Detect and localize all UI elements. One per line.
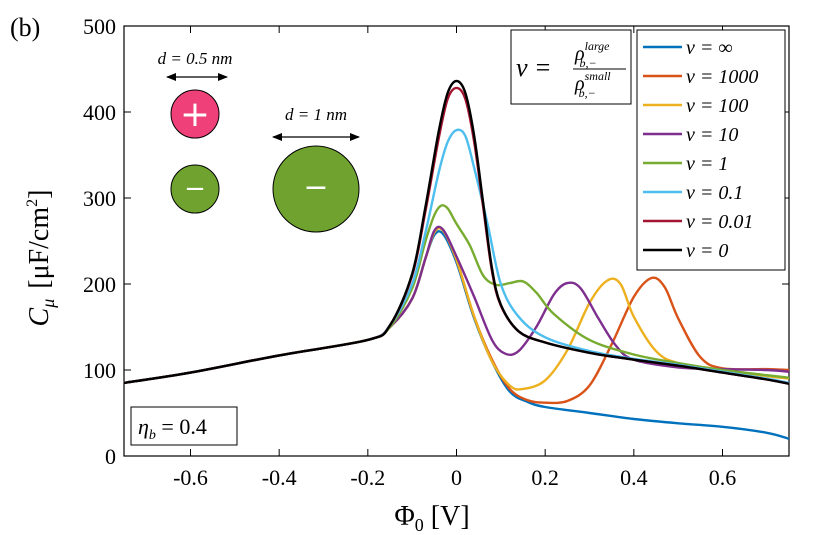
y-tick-label: 100 (83, 358, 116, 383)
y-tick-label: 0 (105, 444, 116, 469)
d-small-label: d = 0.5 nm (158, 49, 233, 68)
formula-numerator: ρlarge b,− (574, 39, 610, 70)
eta-label: ηb = 0.4 (138, 414, 207, 443)
x-axis-ticks: -0.6 -0.4 -0.2 0 0.2 0.4 0.6 (173, 26, 736, 490)
minus-sign-large-icon: − (303, 170, 328, 205)
legend-label: ν = 10 (686, 124, 738, 146)
legend-label: ν = 1000 (686, 66, 758, 88)
legend-box (636, 29, 786, 271)
anion-small (170, 164, 220, 214)
legend-label: ν = 0.1 (686, 182, 743, 204)
x-tick-label: 0.2 (531, 465, 559, 490)
eta-box (130, 406, 238, 446)
y-tick-label: 200 (83, 272, 116, 297)
legend-label: ν = 1 (686, 153, 728, 175)
eta-annotation: ηb = 0.4 (130, 406, 238, 446)
formula-lhs: ν = (516, 53, 552, 82)
x-tick-label: 0 (451, 465, 462, 490)
minus-sign-small-icon: − (184, 174, 206, 204)
cation-small (170, 89, 220, 139)
legend-label: ν = 0.01 (686, 211, 753, 233)
y-axis-ticks: 0 100 200 300 400 500 (83, 14, 789, 469)
formula-denominator: ρsmall b,− (574, 69, 611, 100)
x-tick-label: -0.2 (350, 465, 385, 490)
plus-sign-icon: + (180, 94, 210, 135)
x-axis-label: Φ0 [V] (394, 501, 469, 535)
x-tick-label: 0.6 (709, 465, 737, 490)
ion-illustration: d = 0.5 nm + − d = 1 nm − (158, 49, 360, 233)
legend-label: ν = 100 (686, 95, 748, 117)
y-tick-label: 400 (83, 100, 116, 125)
legend-label: ν = ∞ (686, 37, 733, 59)
d-large-label: d = 1 nm (285, 105, 347, 124)
formula-box (510, 29, 632, 105)
panel-label: (b) (10, 13, 40, 42)
y-tick-label: 500 (83, 14, 116, 39)
legend-label: ν = 0 (686, 240, 728, 262)
x-tick-label: -0.6 (173, 465, 208, 490)
anion-large (272, 145, 360, 233)
series-lines (123, 79, 790, 440)
x-tick-label: 0.4 (620, 465, 648, 490)
y-axis-label: Cμ[μF/cm2] (24, 190, 58, 327)
nu-formula: ν = ρlarge b,− ρsmall b,− (510, 29, 632, 105)
x-tick-label: -0.4 (262, 465, 297, 490)
series-line-7 (123, 79, 790, 385)
y-tick-label: 300 (83, 186, 116, 211)
legend: ν = ∞ ν = 1000 ν = 100 ν = 10 ν = 1 ν = 0.1 ν … (636, 29, 786, 271)
